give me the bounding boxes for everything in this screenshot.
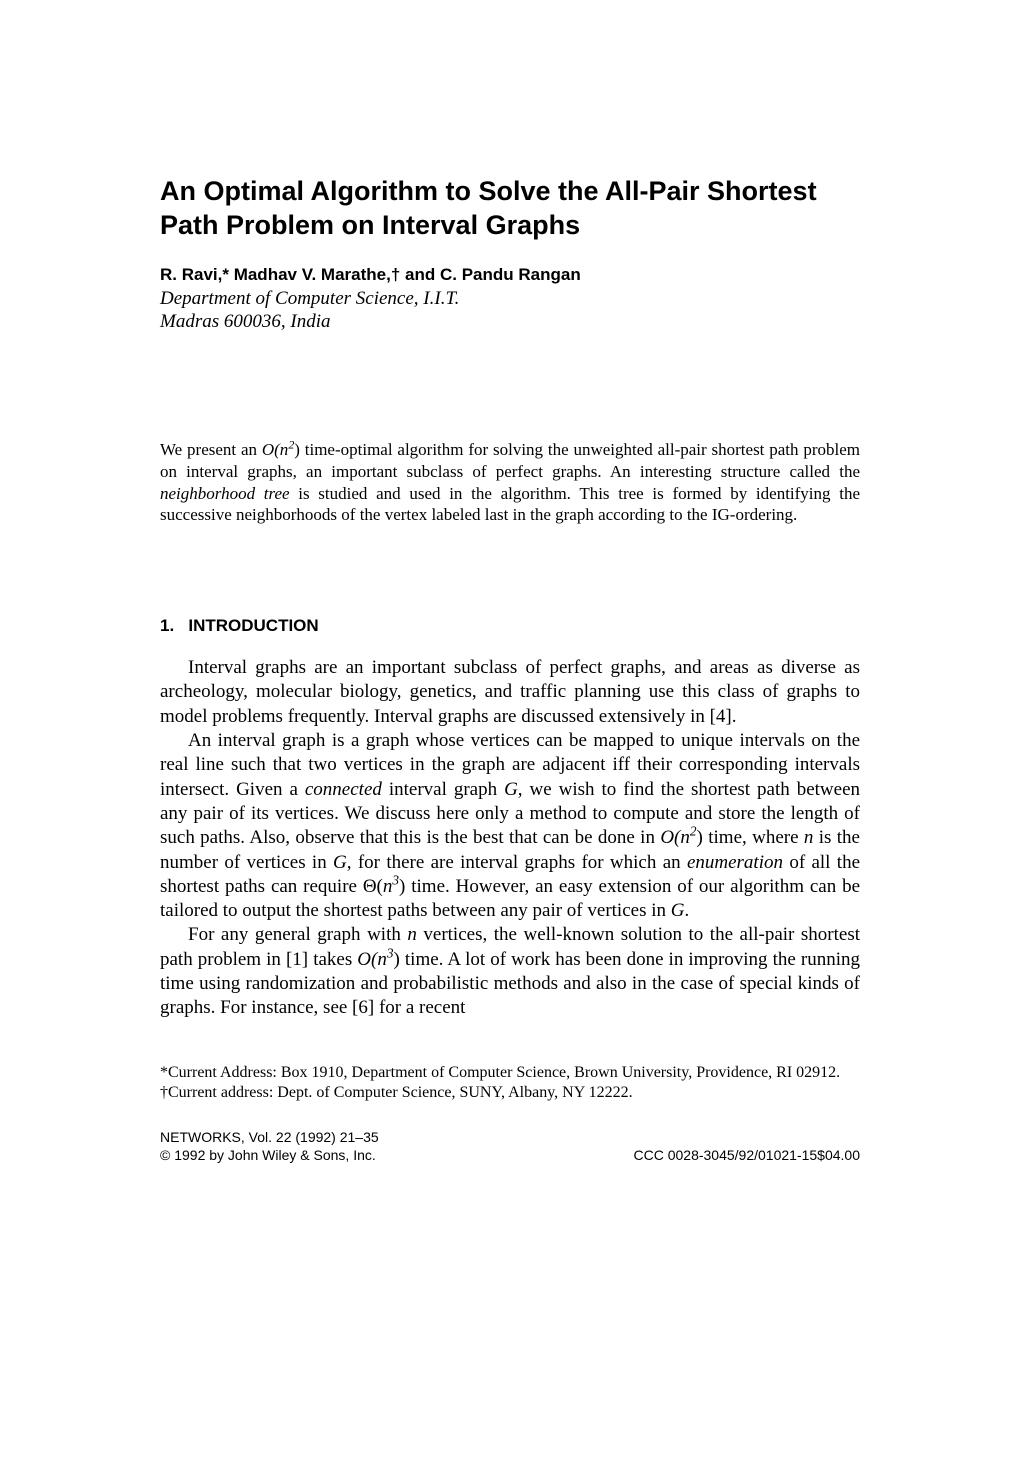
para2-n3-base: n [383,876,393,897]
para2-enumeration: enumeration [687,852,783,873]
para2-n: n [804,827,814,848]
abstract-text: We present an [160,440,262,459]
paper-title: An Optimal Algorithm to Solve the All-Pa… [160,175,860,243]
para2-text-b: interval graph [382,779,504,800]
para2-G2: G [333,852,347,873]
body-paragraph-1: Interval graphs are an important subclas… [160,656,860,729]
para2-On2-exp: 2 [690,824,697,839]
para2-text-f: , for there are interval graphs for whic… [347,852,687,873]
para3-On3-exp: 3 [387,945,394,960]
abstract-paragraph: We present an O(n2) time-optimal algorit… [160,439,860,526]
ccc-line: CCC 0028-3045/92/01021-15$04.00 [633,1147,860,1163]
para3-n: n [407,924,417,945]
abstract-bigO-base: O(n [262,440,288,459]
para2-G3: G [671,900,685,921]
copyright-line: © 1992 by John Wiley & Sons, Inc. [160,1147,376,1163]
para3-On3-base: O(n [357,949,387,970]
footnote-2: †Current address: Dept. of Computer Scie… [160,1083,860,1103]
journal-reference-line: NETWORKS, Vol. 22 (1992) 21–35 [160,1129,860,1145]
body-paragraph-3: For any general graph with n vertices, t… [160,923,860,1020]
affiliation-line-1: Department of Computer Science, I.I.T. [160,287,860,311]
authors-line: R. Ravi,* Madhav V. Marathe,† and C. Pan… [160,265,860,285]
para2-On2: O(n2 [660,827,696,848]
footnote-1: *Current Address: Box 1910, Department o… [160,1063,860,1083]
affiliation-line-2: Madras 600036, India [160,310,860,334]
abstract-italic-term: neighborhood tree [160,484,290,503]
section-heading: 1. INTRODUCTION [160,616,860,636]
section-title: INTRODUCTION [188,616,318,635]
para2-connected: connected [305,779,382,800]
body-paragraph-2: An interval graph is a graph whose verti… [160,729,860,924]
footnotes-block: *Current Address: Box 1910, Department o… [160,1063,860,1103]
para2-n3: n3 [383,876,399,897]
abstract-bigO: O(n2 [262,440,294,459]
para2-text-d: ) time, where [697,827,804,848]
footer-row: © 1992 by John Wiley & Sons, Inc. CCC 00… [160,1147,860,1163]
page: An Optimal Algorithm to Solve the All-Pa… [0,0,1020,1457]
para2-text-i: . [684,900,689,921]
section-number: 1. [160,616,174,635]
para2-G1: G [504,779,518,800]
para3-On3: O(n3 [357,949,393,970]
para3-text-a: For any general graph with [188,924,407,945]
para2-On2-base: O(n [660,827,690,848]
